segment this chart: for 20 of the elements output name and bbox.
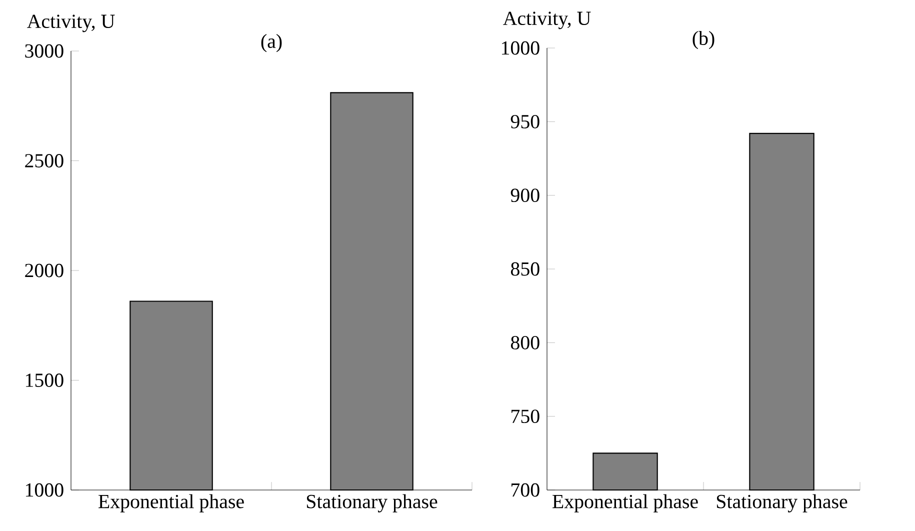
x-tick-label: Exponential phase xyxy=(552,494,698,512)
chart-title: (a) xyxy=(261,34,282,52)
y-axis-title: Activity, U xyxy=(503,12,591,30)
chart-title: (b) xyxy=(692,31,714,50)
y-tick-label: 950 xyxy=(510,114,540,128)
y-axis-title: Activity, U xyxy=(27,14,115,32)
y-tick-label: 900 xyxy=(510,188,540,202)
y-tick-label: 700 xyxy=(512,483,540,497)
y-tick-label: 1000 xyxy=(502,41,540,55)
y-tick-label: 850 xyxy=(510,262,540,276)
y-tick-label: 2500 xyxy=(25,154,64,168)
x-tick-label: Stationary phase xyxy=(306,494,438,512)
y-tick-label: 750 xyxy=(512,410,540,424)
y-tick-label: 1500 xyxy=(26,374,64,387)
x-tick-label: Stationary phase xyxy=(716,494,848,512)
y-tick-label: 800 xyxy=(510,336,540,350)
y-tick-label: 1000 xyxy=(26,483,64,497)
y-tick-label: 3000 xyxy=(25,44,64,58)
y-tick-label: 2000 xyxy=(25,264,64,278)
x-tick-label: Exponential phase xyxy=(98,494,244,512)
